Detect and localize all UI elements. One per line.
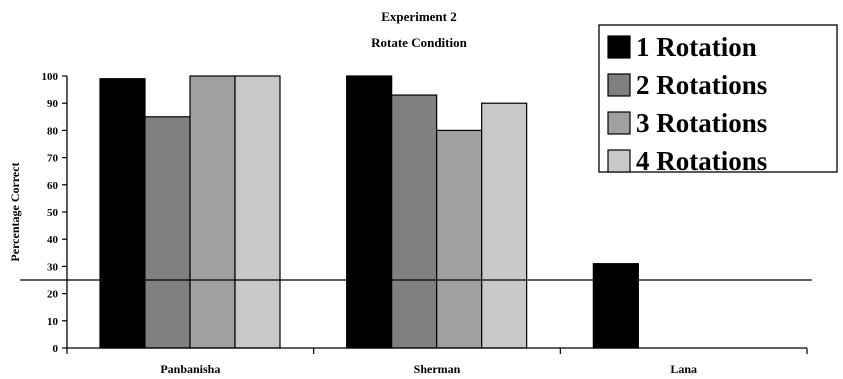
- y-tick-label: 40: [47, 234, 59, 246]
- y-tick-label: 0: [53, 343, 59, 355]
- x-tick-label: Lana: [670, 362, 697, 376]
- bar-panbanisha-series-1: [99, 78, 146, 349]
- y-tick-label: 60: [47, 180, 59, 192]
- bar-sherman-series-4: [481, 102, 528, 349]
- legend-label: 4 Rotations: [636, 146, 767, 176]
- bar-panbanisha-series-2: [144, 116, 191, 349]
- axes-group: 0 10 20 30 40 50 60 70 80 90 100 Panbanisha Sherman L…: [42, 71, 808, 376]
- legend-swatch: [607, 35, 631, 59]
- chart-title: Experiment 2: [381, 9, 456, 24]
- legend-box: [598, 24, 838, 173]
- legend-swatch: [607, 73, 631, 97]
- legend-swatch: [607, 149, 631, 173]
- x-tick-label: Panbanisha: [160, 362, 220, 376]
- y-tick-label: 10: [47, 316, 59, 328]
- y-tick-label: 100: [42, 71, 59, 83]
- bar-panbanisha-series-3: [189, 75, 236, 349]
- y-tick-label: 30: [47, 261, 59, 273]
- y-tick-label: 90: [47, 98, 59, 110]
- y-axis-title: Percentage Correct: [8, 162, 22, 261]
- chart-subtitle: Rotate Condition: [371, 35, 467, 50]
- bar-lana-series-1: [592, 263, 639, 349]
- y-tick-label: 50: [47, 207, 59, 219]
- bar-sherman-series-2: [391, 94, 438, 349]
- legend: 1 Rotation 2 Rotations 3 Rotations 4 Rotati…: [598, 24, 838, 176]
- y-tick-label: 80: [47, 125, 59, 137]
- bar-sherman-series-3: [436, 129, 483, 349]
- x-tick-label: Sherman: [414, 362, 461, 376]
- legend-swatch: [607, 111, 631, 135]
- bar-panbanisha-series-4: [234, 75, 281, 349]
- legend-label: 1 Rotation: [636, 32, 757, 62]
- bars-group: [99, 75, 639, 349]
- y-tick-label: 20: [47, 289, 59, 301]
- legend-label: 3 Rotations: [636, 108, 767, 138]
- y-tick-label: 70: [47, 153, 59, 165]
- bar-sherman-series-1: [346, 75, 393, 349]
- legend-label: 2 Rotations: [636, 70, 767, 100]
